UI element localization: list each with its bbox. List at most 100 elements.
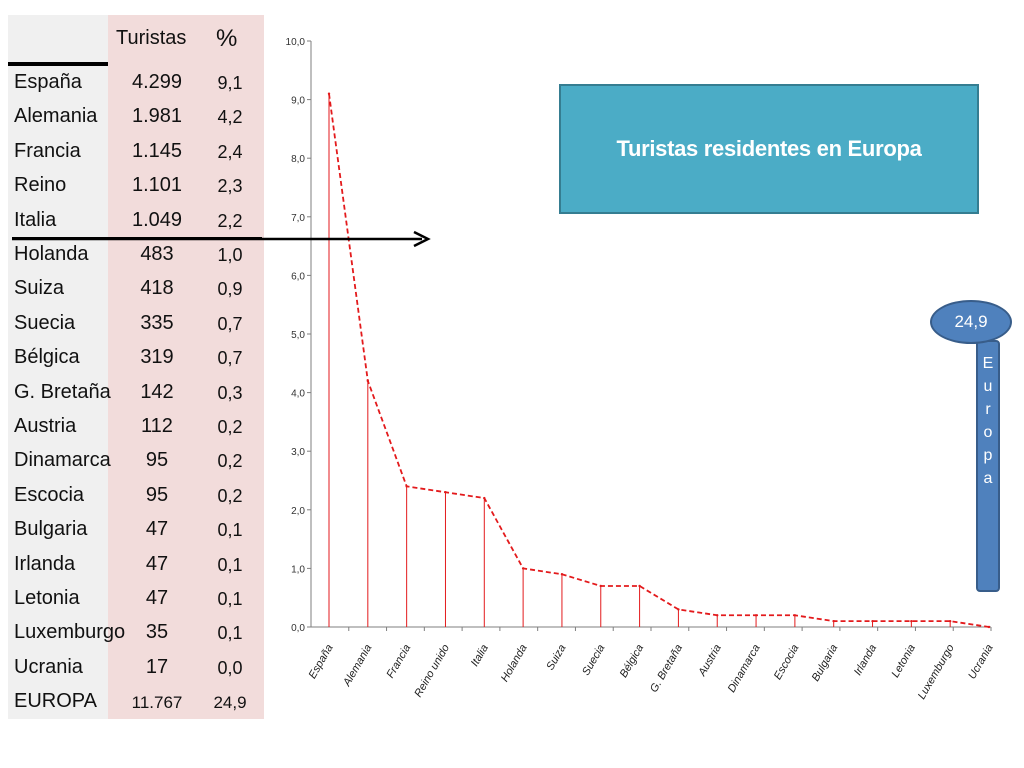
country-cell: Alemania (14, 105, 98, 128)
europa-letter: E (982, 355, 994, 372)
y-tick-label: 3,0 (291, 447, 305, 458)
header-rule (8, 62, 108, 66)
europa-letter: a (983, 470, 993, 487)
europa-letter: r (985, 401, 991, 418)
turistas-cell: 11.767 (131, 693, 183, 713)
table-row: Escocia 95 0,2 (8, 479, 264, 513)
data-point (405, 485, 408, 488)
data-point (638, 584, 641, 588)
data-point (793, 614, 797, 617)
data-point (832, 619, 835, 623)
turistas-cell: 47 (145, 587, 169, 609)
y-tick-label: 9,0 (291, 96, 305, 107)
turistas-cell: 95 (145, 483, 169, 506)
turistas-cell: 4.299 (131, 71, 183, 93)
table-row: Alemania 1.981 4,2 (8, 100, 264, 134)
x-tick-label: Austria (696, 643, 724, 680)
country-cell: Holanda (14, 243, 89, 265)
turistas-cell: 142 (140, 380, 174, 403)
country-cell: Austria (14, 415, 77, 437)
percent-cell: 0,1 (217, 623, 243, 644)
y-tick-label: 2,0 (291, 506, 305, 517)
turistas-cell: 483 (140, 243, 174, 265)
table-row: Irlanda 47 0,1 (8, 548, 264, 582)
percent-cell: 0,2 (217, 451, 243, 472)
country-cell: Ucrania (14, 655, 83, 678)
data-point (366, 379, 370, 383)
percent-cell: 1,0 (217, 245, 243, 265)
table-row: Suecia 335 0,7 (8, 307, 264, 341)
data-point (948, 619, 952, 623)
data-point (483, 496, 486, 500)
header-percent: % (216, 25, 238, 52)
turistas-cell: 1.049 (131, 208, 183, 231)
country-cell: Suiza (14, 277, 65, 300)
x-tick-label: Reino unido (412, 643, 452, 700)
x-tick-label: Escocia (772, 643, 802, 682)
series-line (328, 93, 990, 628)
percent-cell: 0,1 (217, 589, 243, 609)
data-point (327, 92, 331, 95)
turistas-cell: 335 (140, 311, 174, 334)
x-tick-label: Suiza (544, 643, 568, 673)
y-tick-label: 7,0 (291, 213, 305, 224)
percent-cell: 2,2 (217, 210, 243, 231)
x-tick-label: Bulgaria (810, 643, 841, 684)
percent-cell: 24,9 (213, 693, 247, 713)
europa-letter: u (983, 378, 993, 395)
percent-cell: 0,1 (217, 554, 243, 575)
x-tick-label: Suecia (580, 643, 607, 678)
data-point (910, 619, 913, 623)
percent-cell: 2,4 (217, 141, 243, 162)
y-tick-label: 1,0 (291, 564, 305, 575)
europa-total-bubble: 24,9 (930, 300, 1012, 344)
table-row: Holanda 483 1,0 (8, 238, 264, 272)
data-point (754, 614, 758, 617)
country-cell: Bélgica (14, 346, 80, 369)
x-tick-label: Luxemburgo (916, 643, 957, 702)
turistas-cell: 1.101 (131, 174, 183, 197)
country-cell: Irlanda (14, 552, 76, 575)
y-tick-label: 4,0 (291, 389, 305, 400)
table-row: Luxemburgo 35 0,1 (8, 616, 264, 650)
header-turistas: Turistas (116, 27, 187, 49)
x-tick-label: Italia (469, 643, 491, 669)
x-tick-label: Irlanda (852, 643, 879, 678)
y-tick-label: 6,0 (291, 271, 305, 282)
x-tick-label: Bélgica (618, 643, 646, 680)
country-cell: Dinamarca (14, 449, 111, 472)
turistas-cell: 47 (145, 552, 169, 575)
percent-cell: 4,2 (217, 107, 243, 128)
divider-rule (12, 237, 262, 239)
turistas-cell: 112 (141, 415, 173, 437)
x-tick-label: Dinamarca (726, 643, 763, 695)
country-cell: España (14, 71, 82, 93)
percent-cell: 2,3 (217, 176, 243, 197)
country-cell: Reino (14, 174, 67, 197)
turistas-cell: 17 (145, 655, 169, 678)
percent-cell: 0,2 (217, 485, 243, 506)
line-chart: 0,0 1,0 2,0 3,0 4,0 5,0 6,0 7,0 8,0 9,0 10,0 España… (286, 37, 996, 702)
percent-cell: 0,9 (217, 279, 243, 300)
percent-cell: 0,7 (217, 348, 243, 369)
y-tick-label: 8,0 (291, 154, 305, 165)
turistas-cell: 418 (140, 277, 174, 300)
data-table: Turistas % España 4.299 9,1 Alemania 1.981 4,… (8, 15, 264, 719)
data-point (444, 491, 447, 494)
country-cell: Escocia (14, 483, 85, 506)
europa-bar (976, 340, 1000, 592)
table-total-row: EUROPA 11.767 24,9 (8, 685, 264, 719)
table-row: Letonia 47 0,1 (8, 582, 264, 616)
x-tick-label: Holanda (499, 643, 530, 684)
x-tick-label: Letonia (890, 643, 918, 680)
country-cell: EUROPA (14, 690, 97, 713)
country-cell: G. Bretaña (14, 380, 111, 403)
percent-cell: 0,0 (217, 657, 243, 678)
table-row: Bulgaria 47 0,1 (8, 513, 264, 547)
country-cell: Italia (14, 208, 57, 231)
country-cell: Bulgaria (14, 518, 88, 541)
table-row: G. Bretaña 142 0,3 (8, 376, 264, 410)
data-point (677, 608, 680, 611)
country-cell: Letonia (14, 587, 80, 609)
